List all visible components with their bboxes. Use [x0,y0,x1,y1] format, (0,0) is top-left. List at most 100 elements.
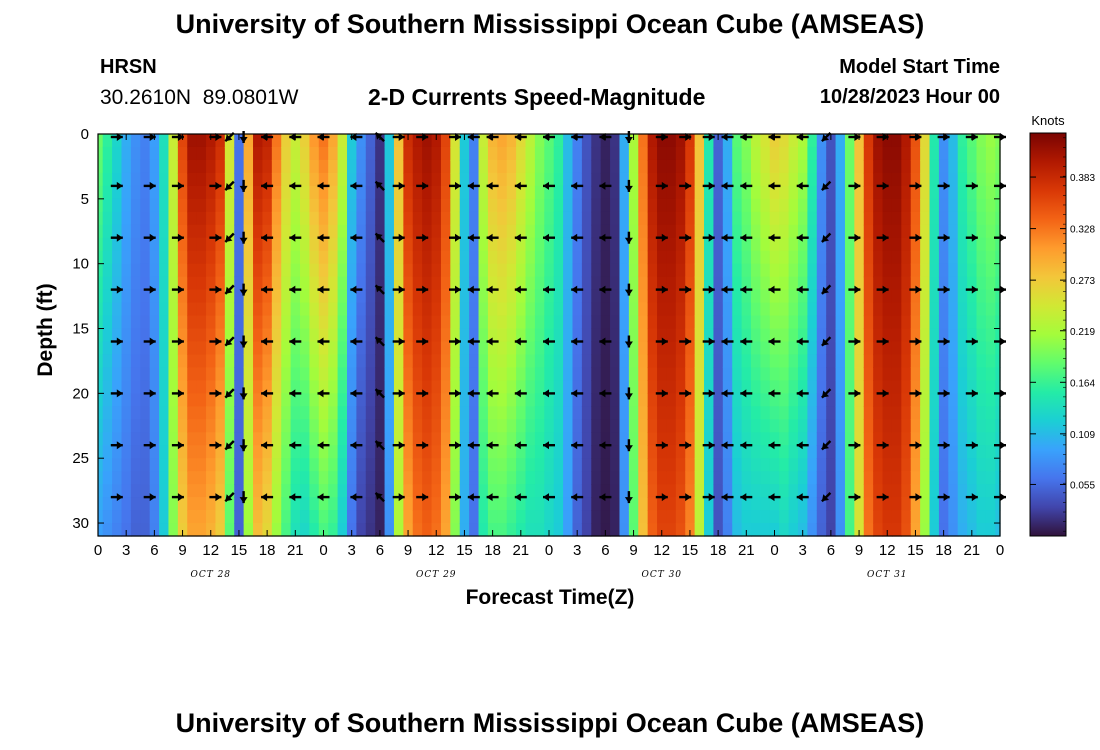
heatmap-cell [459,354,470,369]
heatmap-cell [412,484,423,498]
heatmap-cell [440,497,451,511]
heatmap-cell [891,523,902,537]
heatmap-cell [149,406,160,420]
heatmap-cell [694,341,705,356]
heatmap-cell [215,237,226,252]
heatmap-cell [976,172,987,187]
heatmap-cell [393,263,404,278]
heatmap-cell [638,276,649,291]
heatmap-cell [910,380,921,394]
current-vector-arrow [909,285,922,294]
heatmap-cell [459,302,470,317]
date-label: OCT 31 [867,570,908,580]
heatmap-cell [685,341,696,356]
heatmap-cell [760,302,771,317]
heatmap-cell [497,211,508,226]
vector-head [599,133,606,141]
heatmap-cell [121,263,132,278]
heatmap-cell [159,510,170,524]
heatmap-cell [891,263,902,278]
heatmap-cell [375,172,386,187]
heatmap-cell [121,198,132,213]
heatmap-cell [403,211,414,226]
heatmap-cell [309,367,320,381]
heatmap-cell [985,302,996,317]
heatmap-cell [168,289,179,304]
heatmap-cell [149,341,160,356]
heatmap-cell [328,484,339,498]
vector-head [486,493,493,502]
heatmap-cell [365,471,376,485]
heatmap-cell [450,146,461,161]
heatmap-cell [102,432,113,446]
current-vector-arrow [143,285,156,294]
heatmap-cell [563,211,574,226]
heatmap-cell [234,445,245,459]
heatmap-cell [328,276,339,291]
vector-head [422,233,429,242]
heatmap-cell [882,328,893,343]
heatmap-cell [140,289,151,304]
heatmap-cell [553,471,564,485]
heatmap-cell [431,263,442,278]
heatmap-cell [393,185,404,200]
heatmap-cell [487,354,498,369]
heatmap-cell [422,224,433,239]
heatmap-cell [365,328,376,343]
heatmap-cell [140,341,151,356]
heatmap-cell [704,393,715,407]
heatmap-cell [506,211,517,226]
heatmap-cell [281,354,292,369]
heatmap-cell [525,146,536,161]
heatmap-cell [591,172,602,187]
heatmap-cell [873,393,884,407]
current-vector-arrow [350,181,363,190]
heatmap-cell [619,419,630,433]
heatmap-cell [290,484,301,498]
current-vector-arrow [821,284,832,295]
heatmap-cell [365,419,376,433]
heatmap-cell [112,367,123,381]
heatmap-cell [873,185,884,200]
heatmap-cell [826,432,837,446]
heatmap-cell [450,419,461,433]
x-tick-label: 12 [879,542,896,559]
heatmap-cell [243,341,254,356]
heatmap-cell [215,471,226,485]
heatmap-cell [271,341,282,356]
heatmap-cell [290,185,301,200]
heatmap-cell [487,146,498,161]
heatmap-cell [873,263,884,278]
current-vector-arrow [317,493,330,502]
heatmap-cell [713,237,724,252]
heatmap-cell [159,263,170,278]
vector-head [721,133,728,141]
heatmap-cell [704,289,715,304]
heatmap-cell [863,328,874,343]
heatmap-cell [337,185,348,200]
heatmap-cell [140,250,151,265]
heatmap-cell [957,211,968,226]
heatmap-cell [600,484,611,498]
heatmap-cell [422,185,433,200]
heatmap-cell [694,523,705,537]
heatmap-cell [243,146,254,161]
heatmap-cell [450,458,461,472]
current-vector-arrow [289,233,302,242]
vector-head [289,285,296,294]
heatmap-cell [534,445,545,459]
heatmap-cell [281,445,292,459]
vector-head [467,337,474,346]
heatmap-cell [422,484,433,498]
current-vector-arrow [289,181,302,190]
heatmap-cell [440,315,451,330]
heatmap-cell [891,237,902,252]
current-vector-arrow [655,337,668,346]
heatmap-cell [835,523,846,537]
heatmap-cell [657,328,668,343]
heatmap-cell [516,367,527,381]
heatmap-cell [534,510,545,524]
heatmap-cell [102,134,113,148]
heatmap-cell [224,432,235,446]
heatmap-cell [130,510,141,524]
